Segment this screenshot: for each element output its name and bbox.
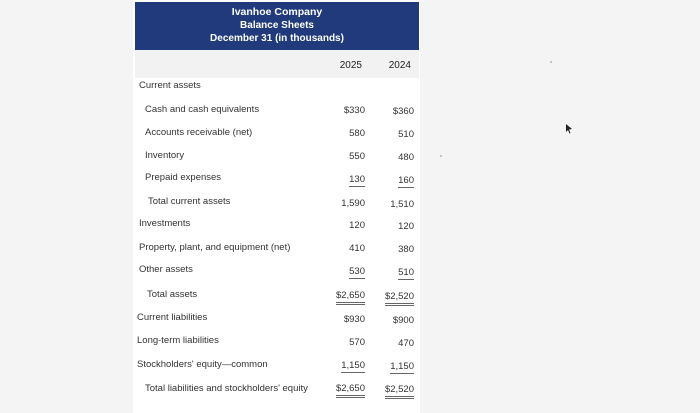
value-2024: 1,150 — [366, 361, 414, 374]
row-label: Accounts receivable (net) — [145, 127, 253, 138]
value-2025: $2,650 — [317, 383, 365, 398]
row-label: Cash and cash equivalents — [145, 104, 260, 115]
value-2025-text: $2,650 — [335, 290, 365, 305]
value-2024: 510 — [366, 267, 414, 280]
value-2025-text: 1,150 — [341, 360, 365, 373]
statement-header: Ivanhoe Company Balance Sheets December … — [135, 2, 419, 50]
value-2025: 120 — [349, 220, 365, 231]
value-2024-text: 510 — [398, 267, 414, 280]
value-2025-text: 130 — [349, 174, 365, 187]
year-2025-header: 2025 — [339, 60, 362, 71]
value-2024: $360 — [392, 106, 414, 117]
value-2024: 480 — [398, 152, 414, 163]
row-label: Stockholders' equity—common — [137, 359, 268, 370]
value-2025: 130 — [317, 174, 365, 187]
value-2025: $930 — [343, 314, 365, 325]
value-2024: 470 — [398, 338, 414, 349]
value-2024-text: 1,150 — [390, 361, 414, 374]
value-2024: $2,520 — [366, 384, 414, 399]
value-2025: $330 — [343, 105, 365, 116]
statement-date: December 31 (in thousands) — [210, 33, 344, 44]
row-label: Total current assets — [148, 196, 231, 207]
value-2024: 1,510 — [390, 199, 414, 210]
company-name: Ivanhoe Company — [231, 6, 323, 18]
row-label: Total liabilities and stockholders' equi… — [145, 383, 308, 394]
value-2024: $2,520 — [366, 291, 414, 306]
value-2024: 380 — [398, 244, 414, 255]
column-header-bar — [135, 50, 419, 78]
value-2025: 1,590 — [341, 198, 365, 209]
row-label: Property, plant, and equipment (net) — [139, 242, 291, 253]
statement-title: Balance Sheets — [240, 20, 314, 31]
value-2025: 550 — [349, 151, 365, 162]
dust-dot — [440, 155, 442, 157]
value-2025: 1,150 — [317, 360, 365, 373]
row-label: Current liabilities — [137, 312, 208, 323]
row-label: Other assets — [139, 264, 193, 275]
value-2025: 570 — [349, 337, 365, 348]
row-label: Inventory — [145, 150, 185, 161]
year-2024-header: 2024 — [388, 60, 411, 71]
value-2024: 120 — [398, 221, 414, 232]
dust-dot — [550, 61, 552, 63]
row-label: Long-term liabilities — [137, 335, 219, 346]
value-2024-text: 160 — [398, 175, 414, 188]
value-2024: $900 — [392, 315, 414, 326]
row-label: Current assets — [139, 80, 201, 91]
row-label: Investments — [139, 218, 191, 229]
value-2024: 160 — [366, 175, 414, 188]
value-2025: 410 — [349, 243, 365, 254]
value-2025-text: 530 — [349, 266, 365, 279]
value-2024: 510 — [398, 129, 414, 140]
value-2024-text: $2,520 — [384, 384, 414, 399]
value-2024-text: $2,520 — [384, 291, 414, 306]
value-2025: $2,650 — [317, 290, 365, 305]
value-2025: 530 — [317, 266, 365, 279]
value-2025: 580 — [349, 128, 365, 139]
value-2025-text: $2,650 — [335, 383, 365, 398]
row-label: Total assets — [147, 289, 198, 300]
row-label: Prepaid expenses — [145, 172, 222, 183]
mouse-pointer-icon — [566, 124, 572, 134]
